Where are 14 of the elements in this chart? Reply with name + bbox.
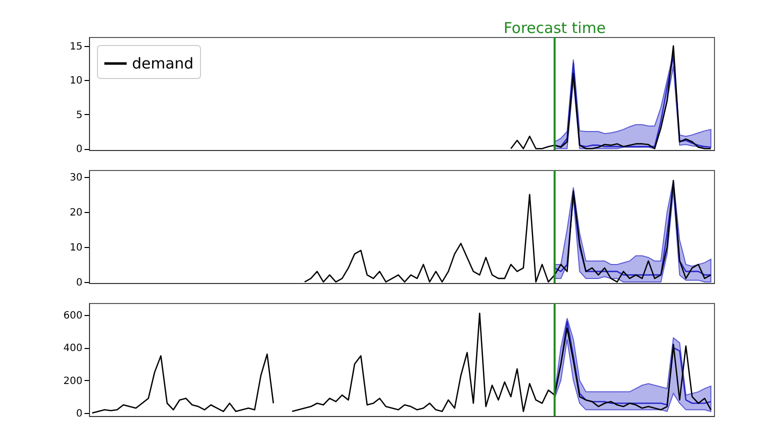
y-tick-label: 20 <box>70 207 82 218</box>
y-tick-label: 0 <box>76 144 82 156</box>
y-tick-label: 5 <box>76 110 82 121</box>
y-tick-label: 400 <box>63 343 82 354</box>
y-tick-label: 0 <box>76 277 82 288</box>
y-tick-label: 10 <box>70 76 82 87</box>
y-tick-label: 0 <box>76 408 82 420</box>
y-tick-label: 15 <box>70 41 82 52</box>
y-tick-label: 10 <box>70 242 82 254</box>
legend-label: demand <box>132 54 194 72</box>
y-tick-label: 200 <box>63 376 82 387</box>
y-tick-label: 600 <box>63 310 82 322</box>
text: Forecast time <box>504 19 606 37</box>
y-tick-label: 30 <box>70 172 82 184</box>
